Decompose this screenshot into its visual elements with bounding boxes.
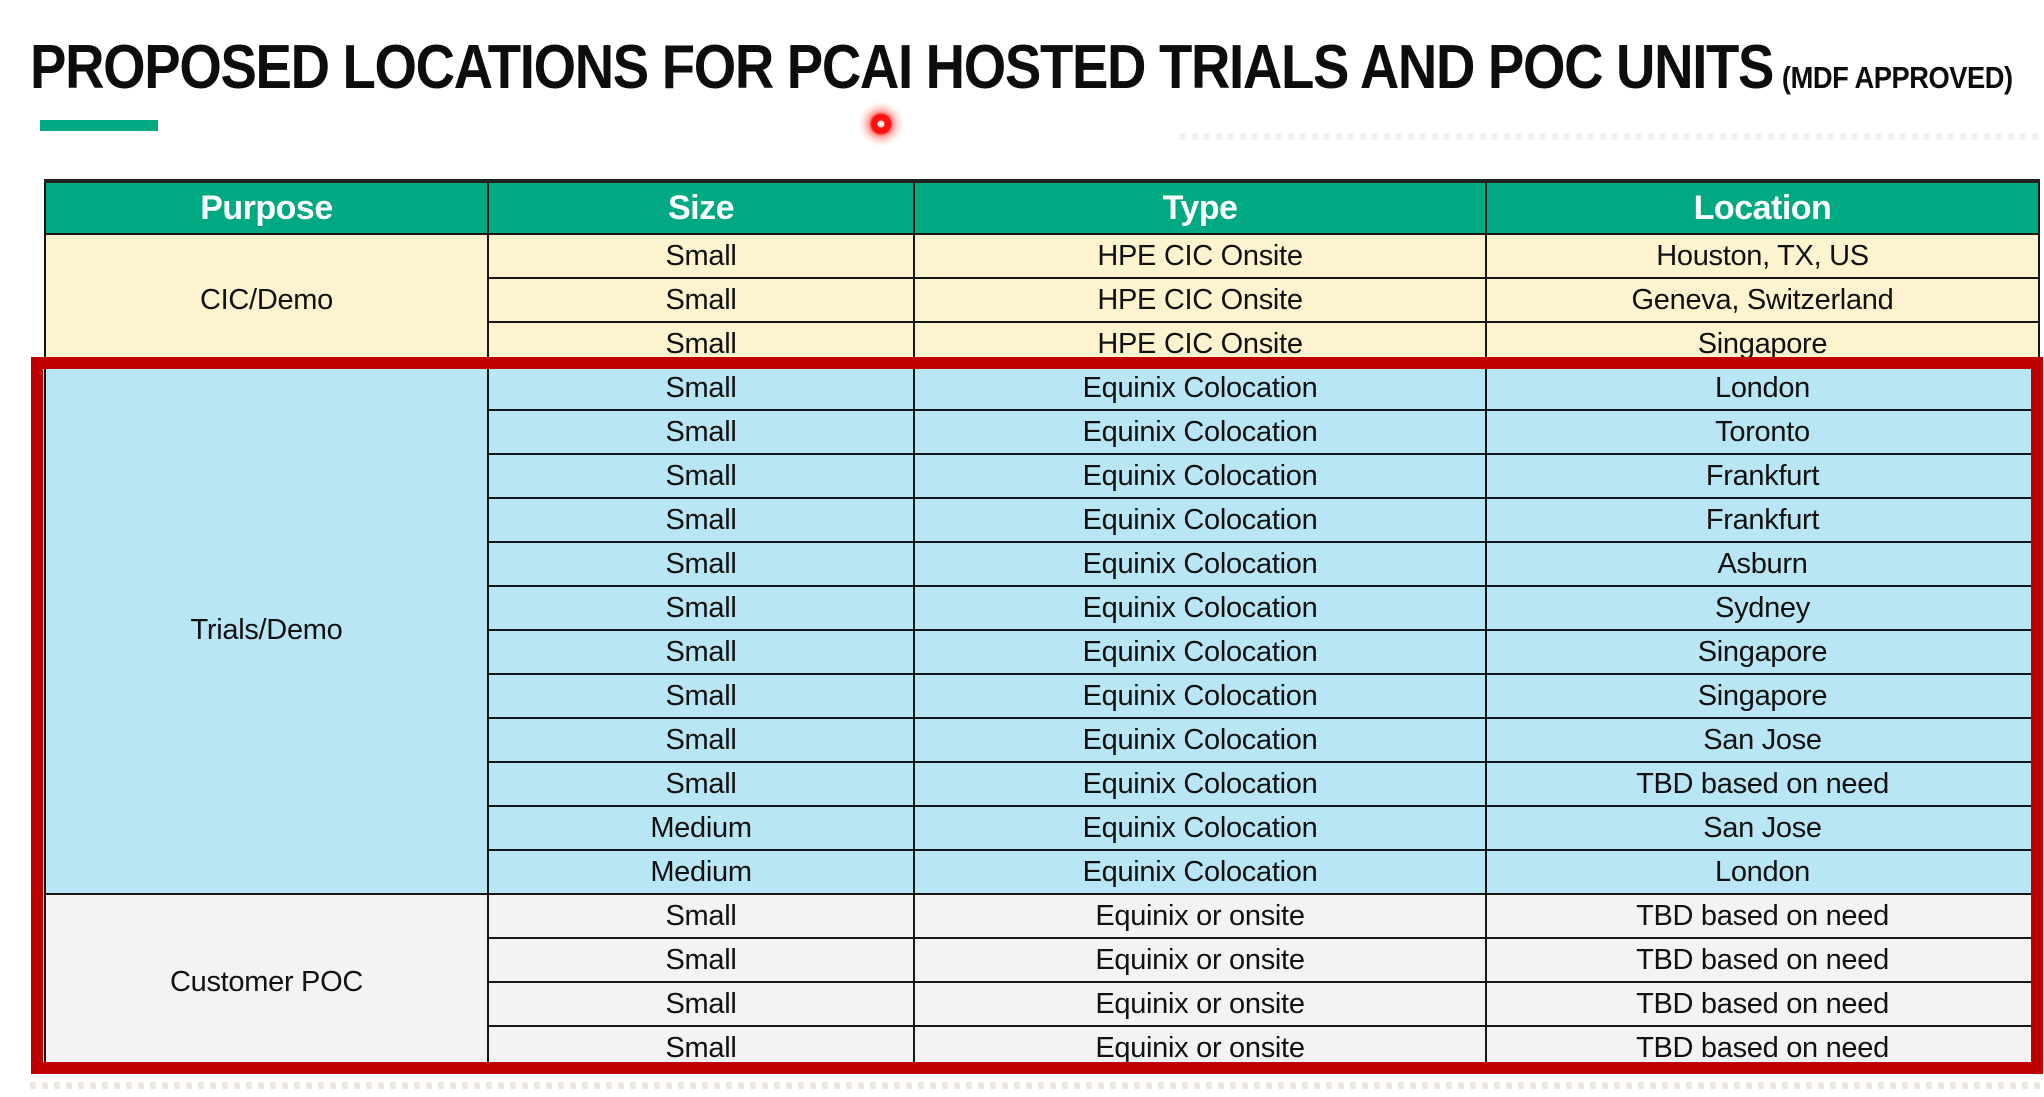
table-row: Small Equinix Colocation Singapore [45, 629, 2040, 675]
laser-pointer-dot [859, 102, 903, 146]
type-cell: Equinix or onsite [913, 1025, 1487, 1071]
size-cell: Small [487, 541, 915, 587]
location-cell: Frankfurt [1485, 453, 2040, 499]
location-cell: TBD based on need [1485, 761, 2040, 807]
type-cell: Equinix or onsite [913, 937, 1487, 983]
table-row: Small Equinix Colocation Frankfurt [45, 497, 2040, 543]
table-row: Small Equinix Colocation Toronto [45, 409, 2040, 455]
table-row: Medium Equinix Colocation London [45, 849, 2040, 895]
purpose-cell-cic-demo: CIC/Demo [44, 233, 489, 367]
faint-dotted-line-right [1180, 133, 2040, 140]
table-row: Small HPE CIC Onsite Geneva, Switzerland [45, 277, 2040, 323]
size-cell: Small [487, 981, 915, 1027]
location-cell: TBD based on need [1485, 1025, 2040, 1071]
page-title: PROPOSED LOCATIONS FOR PCAI HOSTED TRIAL… [30, 33, 2013, 102]
table-row: Medium Equinix Colocation San Jose [45, 805, 2040, 851]
type-cell: Equinix Colocation [913, 541, 1487, 587]
location-cell: Geneva, Switzerland [1485, 277, 2040, 323]
size-cell: Small [487, 453, 915, 499]
location-cell: Singapore [1485, 673, 2040, 719]
type-cell: Equinix Colocation [913, 585, 1487, 631]
column-header-purpose: Purpose [44, 180, 489, 235]
size-cell: Small [487, 409, 915, 455]
size-cell: Small [487, 937, 915, 983]
table-row: Customer POC Small Equinix or onsite TBD ba… [44, 893, 2040, 1071]
type-cell: Equinix Colocation [913, 717, 1487, 763]
type-cell: Equinix Colocation [913, 629, 1487, 675]
size-cell: Small [487, 365, 915, 411]
location-cell: Singapore [1485, 629, 2040, 675]
size-cell: Medium [487, 849, 915, 895]
type-cell: HPE CIC Onsite [913, 321, 1487, 367]
location-cell: San Jose [1485, 717, 2040, 763]
size-cell: Small [487, 585, 915, 631]
location-cell: TBD based on need [1485, 981, 2040, 1027]
table-row: CIC/Demo Small HPE CIC Onsite Houston, TX, … [44, 233, 2040, 367]
type-cell: HPE CIC Onsite [913, 233, 1487, 279]
type-cell: Equinix Colocation [913, 453, 1487, 499]
location-cell: Sydney [1485, 585, 2040, 631]
table-header-row: Purpose Size Type Location [44, 180, 2040, 235]
purpose-cell-customer-poc: Customer POC [44, 893, 489, 1071]
size-cell: Medium [487, 805, 915, 851]
location-cell: London [1485, 849, 2040, 895]
size-cell: Small [487, 497, 915, 543]
table-row: Small Equinix Colocation Frankfurt [45, 453, 2040, 499]
size-cell: Small [487, 321, 915, 367]
location-cell: Asburn [1485, 541, 2040, 587]
faint-dotted-line-bottom [30, 1082, 2040, 1089]
location-cell: TBD based on need [1485, 937, 2040, 983]
table-row: Small Equinix Colocation Asburn [45, 541, 2040, 587]
location-cell: London [1485, 365, 2040, 411]
size-cell: Small [487, 277, 915, 323]
column-header-type: Type [913, 180, 1487, 235]
table-body: CIC/Demo Small HPE CIC Onsite Houston, TX, … [44, 233, 2040, 1071]
table-row: Trials/Demo Small Equinix Colocation London [44, 365, 2040, 895]
page-title-suffix: (MDF APPROVED) [1781, 60, 2013, 95]
title-underline-bar [40, 120, 158, 131]
size-cell: Small [487, 893, 915, 939]
size-cell: Small [487, 761, 915, 807]
table-row: Small Equinix Colocation San Jose [45, 717, 2040, 763]
type-cell: Equinix Colocation [913, 805, 1487, 851]
column-header-location: Location [1485, 180, 2040, 235]
size-cell: Small [487, 1025, 915, 1071]
page-title-main: PROPOSED LOCATIONS FOR PCAI HOSTED TRIAL… [30, 33, 1774, 102]
size-cell: Small [487, 629, 915, 675]
table-row: Small Equinix or onsite TBD based on need [45, 981, 2040, 1027]
location-cell: Houston, TX, US [1485, 233, 2040, 279]
location-cell: Frankfurt [1485, 497, 2040, 543]
type-cell: Equinix Colocation [913, 409, 1487, 455]
location-cell: San Jose [1485, 805, 2040, 851]
type-cell: Equinix Colocation [913, 497, 1487, 543]
type-cell: Equinix or onsite [913, 981, 1487, 1027]
type-cell: Equinix Colocation [913, 761, 1487, 807]
location-cell: TBD based on need [1485, 893, 2040, 939]
locations-table: Purpose Size Type Location CIC/Demo Small HPE… [44, 179, 2040, 1071]
location-cell: Singapore [1485, 321, 2040, 367]
table-row: Small Equinix Colocation TBD based on need [45, 761, 2040, 807]
table-row: Small Equinix Colocation Sydney [45, 585, 2040, 631]
table-row: Small Equinix Colocation Singapore [45, 673, 2040, 719]
size-cell: Small [487, 717, 915, 763]
size-cell: Small [487, 673, 915, 719]
type-cell: Equinix or onsite [913, 893, 1487, 939]
type-cell: HPE CIC Onsite [913, 277, 1487, 323]
column-header-size: Size [487, 180, 915, 235]
table-row: Small Equinix or onsite TBD based on need [45, 937, 2040, 983]
size-cell: Small [487, 233, 915, 279]
type-cell: Equinix Colocation [913, 673, 1487, 719]
purpose-cell-trials-demo: Trials/Demo [44, 365, 489, 895]
type-cell: Equinix Colocation [913, 849, 1487, 895]
location-cell: Toronto [1485, 409, 2040, 455]
type-cell: Equinix Colocation [913, 365, 1487, 411]
